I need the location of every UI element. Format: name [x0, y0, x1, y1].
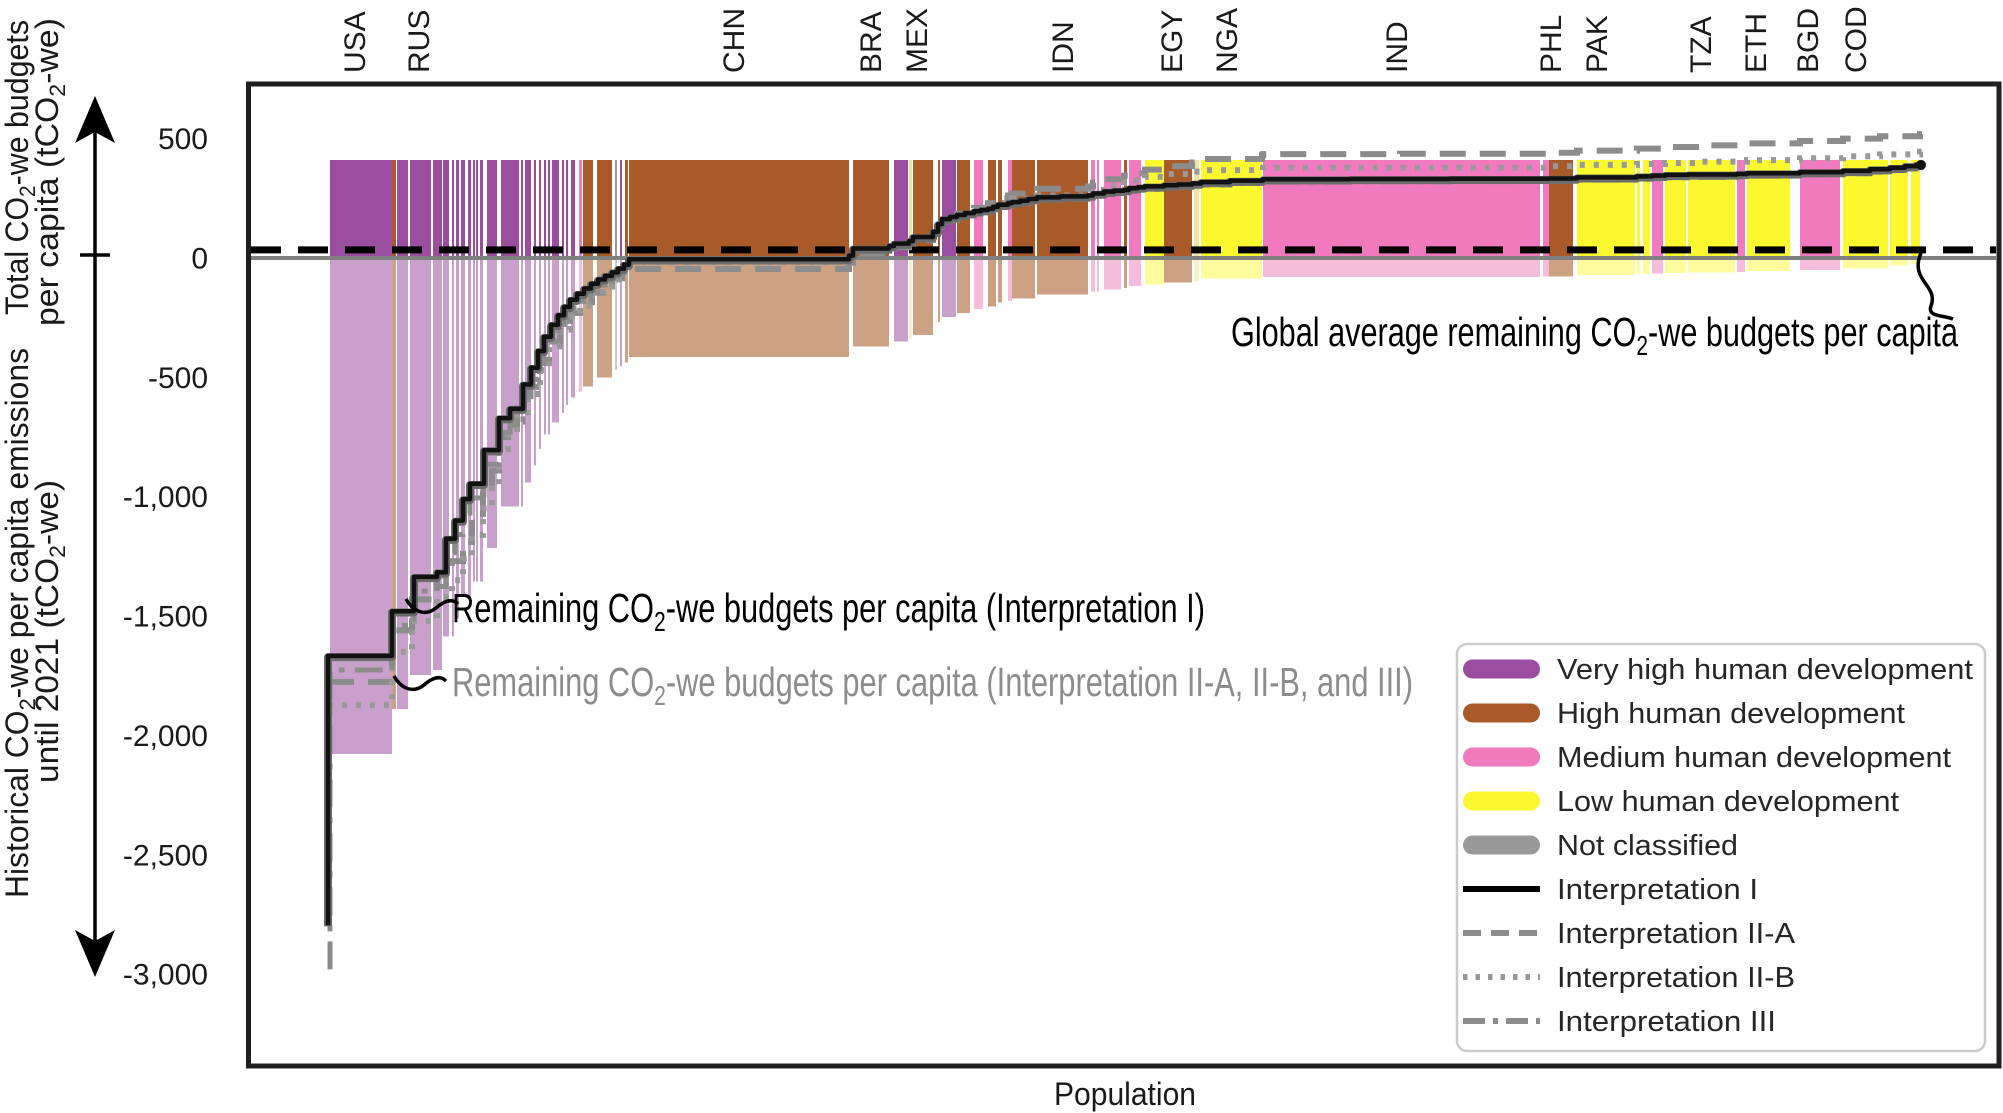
svg-text:Remaining CO2-we budgets per c: Remaining CO2-we budgets per capita (Int…: [452, 659, 1413, 711]
svg-text:Interpretation II-B: Interpretation II-B: [1557, 962, 1795, 994]
svg-text:IND: IND: [1381, 21, 1414, 73]
svg-text:Population: Population: [1054, 1076, 1196, 1112]
svg-text:until 2021 (tCO2-we): until 2021 (tCO2-we): [29, 480, 70, 783]
svg-text:-500: -500: [148, 362, 208, 395]
svg-text:Total CO2-we budgets: Total CO2-we budgets: [0, 20, 40, 315]
svg-text:High human development: High human development: [1557, 698, 1905, 730]
svg-text:500: 500: [158, 123, 208, 156]
svg-text:Very high human development: Very high human development: [1557, 654, 1973, 686]
svg-text:-3,000: -3,000: [123, 959, 208, 992]
svg-text:per capita (tCO2-we): per capita (tCO2-we): [29, 18, 70, 326]
svg-text:IDN: IDN: [1047, 21, 1080, 73]
svg-text:Interpretation III: Interpretation III: [1557, 1006, 1776, 1038]
svg-text:PAK: PAK: [1581, 15, 1614, 73]
svg-text:Remaining CO2-we budgets per c: Remaining CO2-we budgets per capita (Int…: [452, 585, 1205, 637]
svg-text:-2,000: -2,000: [123, 720, 208, 753]
svg-text:USA: USA: [339, 11, 372, 73]
svg-text:Global average remaining CO2-w: Global average remaining CO2-we budgets …: [1231, 309, 1958, 361]
svg-text:Low human development: Low human development: [1557, 786, 1899, 818]
svg-text:PHL: PHL: [1535, 15, 1568, 73]
svg-text:MEX: MEX: [901, 8, 934, 73]
svg-text:-1,000: -1,000: [123, 481, 208, 514]
svg-text:-1,500: -1,500: [123, 601, 208, 634]
svg-text:Interpretation I: Interpretation I: [1557, 874, 1758, 906]
svg-text:BGD: BGD: [1792, 8, 1825, 73]
svg-text:Interpretation II-A: Interpretation II-A: [1557, 918, 1796, 950]
svg-text:BRA: BRA: [855, 11, 888, 73]
svg-text:Historical CO2-we per capita e: Historical CO2-we per capita emissions: [0, 348, 40, 898]
svg-text:0: 0: [191, 243, 208, 276]
svg-text:COD: COD: [1840, 6, 1873, 73]
svg-text:ETH: ETH: [1740, 13, 1773, 73]
svg-text:TZA: TZA: [1685, 16, 1718, 73]
svg-text:CHN: CHN: [718, 8, 751, 73]
svg-text:RUS: RUS: [403, 10, 436, 73]
svg-text:NGA: NGA: [1211, 8, 1244, 73]
svg-text:-2,500: -2,500: [123, 839, 208, 872]
svg-text:EGY: EGY: [1156, 10, 1189, 73]
svg-text:Medium human development: Medium human development: [1557, 742, 1951, 774]
svg-text:Not classified: Not classified: [1557, 830, 1738, 862]
